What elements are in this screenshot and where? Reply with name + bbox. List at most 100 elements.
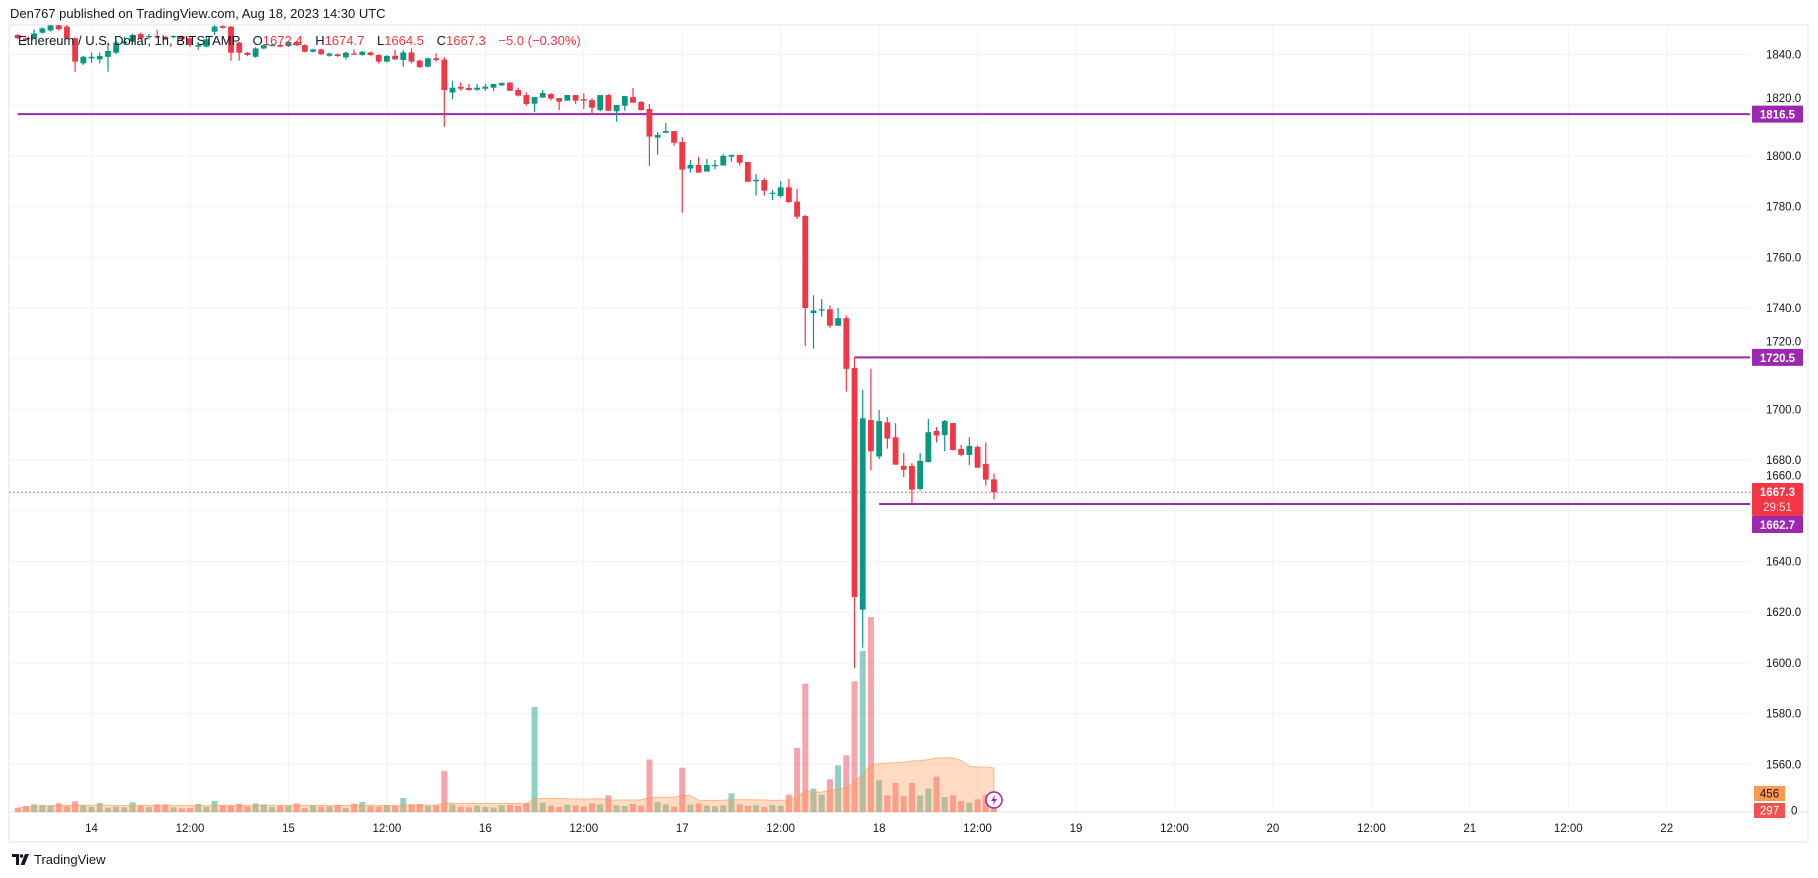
candle-down xyxy=(301,45,308,52)
volume-bar xyxy=(761,807,768,812)
y-tick-label: 1840.0 xyxy=(1766,50,1801,62)
candle-down xyxy=(572,95,579,101)
volume-bar xyxy=(63,806,70,812)
candle-down xyxy=(178,35,185,40)
candle-down xyxy=(219,26,226,28)
y-tick-label: 1560.0 xyxy=(1766,759,1801,771)
volume-bar xyxy=(301,808,308,812)
candle-down xyxy=(277,45,284,47)
change-value: −5.0 (−0.30%) xyxy=(498,33,581,48)
volume-bar xyxy=(753,805,760,812)
volume-bar xyxy=(687,804,694,812)
volume-bar xyxy=(170,807,177,812)
volume-bar xyxy=(310,805,317,812)
candle-up xyxy=(146,35,152,38)
candle-down xyxy=(802,215,809,308)
volume-bar xyxy=(523,803,530,812)
footer-brand[interactable]: TradingView xyxy=(12,852,106,867)
volume-bar xyxy=(80,805,87,812)
volume-bar xyxy=(367,806,374,812)
candle-up xyxy=(121,41,128,44)
y-tick-label: 1720.0 xyxy=(1766,336,1801,348)
candle-down xyxy=(851,368,858,597)
candle-down xyxy=(367,52,374,56)
volume-axis-zero: 0 xyxy=(1791,806,1797,818)
volume-bar xyxy=(802,683,809,812)
candle-down xyxy=(244,52,251,56)
symbol-title[interactable]: Ethereum / U.S. Dollar, 1h, BITSTAMP xyxy=(18,33,241,48)
open-value: 1672.4 xyxy=(262,33,303,48)
volume-bar xyxy=(408,804,415,812)
volume-bar xyxy=(580,806,587,812)
volume-bar xyxy=(630,804,636,812)
x-tick-label: 14 xyxy=(85,823,98,835)
volume-bar xyxy=(588,803,595,812)
candle-up xyxy=(47,25,54,31)
candle-down xyxy=(646,109,653,137)
volume-bar xyxy=(359,802,366,812)
candle-down xyxy=(868,420,874,452)
volume-bar xyxy=(277,805,284,812)
level-price-tag xyxy=(1752,516,1803,533)
candle-up xyxy=(449,87,456,93)
volume-bar xyxy=(728,793,735,812)
candle-up xyxy=(720,155,727,166)
symbol-legend: Ethereum / U.S. Dollar, 1h, BITSTAMP O16… xyxy=(18,33,581,48)
volume-bar xyxy=(449,804,456,812)
volume-bar xyxy=(720,805,727,812)
high-value: 1674.7 xyxy=(324,33,365,48)
candle-down xyxy=(55,25,62,30)
candle-down xyxy=(958,448,965,455)
candle-up xyxy=(777,187,784,196)
candle-up xyxy=(753,179,759,182)
volume-bar xyxy=(178,808,185,812)
volume-bar xyxy=(646,759,653,812)
candle-up xyxy=(31,33,38,39)
volume-bar xyxy=(859,651,866,812)
lightning-icon[interactable] xyxy=(985,791,1003,809)
volume-bar xyxy=(531,707,538,812)
volume-bar xyxy=(564,804,571,812)
volume-bar xyxy=(777,806,784,812)
low-label: L xyxy=(376,33,385,48)
volume-bar xyxy=(917,795,924,812)
candle-up xyxy=(400,52,407,61)
volume-bar xyxy=(867,617,874,812)
chart-frame xyxy=(8,24,1809,843)
volume-bar xyxy=(154,804,161,812)
volume-bar xyxy=(72,801,79,812)
volume-bar xyxy=(695,803,702,812)
published-caption: Den767 published on TradingView.com, Aug… xyxy=(10,6,386,21)
volume-bar xyxy=(712,806,719,812)
volume-bar xyxy=(351,803,358,812)
candle-down xyxy=(744,161,751,182)
candle-down xyxy=(548,94,554,99)
candle-up xyxy=(425,58,431,67)
candle-down xyxy=(630,97,636,103)
volume-bar xyxy=(47,805,54,812)
x-tick-label: 12:00 xyxy=(766,823,795,835)
candle-up xyxy=(39,28,46,33)
candle-up xyxy=(195,45,202,47)
candle-down xyxy=(580,99,587,101)
volume-bar xyxy=(662,804,669,812)
volume-bar xyxy=(31,804,38,812)
volume-bar xyxy=(392,806,399,812)
high-label: H xyxy=(315,33,325,48)
candle-down xyxy=(843,318,850,369)
candle-up xyxy=(531,97,538,104)
candle-down xyxy=(187,38,193,46)
y-tick-label: 1640.0 xyxy=(1766,557,1801,569)
y-tick-label: 1760.0 xyxy=(1766,252,1801,264)
volume-bar xyxy=(908,783,915,812)
x-tick-label: 12:00 xyxy=(372,823,401,835)
volume-bar xyxy=(293,803,300,812)
candle-down xyxy=(433,58,440,61)
candle-up xyxy=(597,95,604,111)
candle-down xyxy=(556,98,563,102)
volume-bar xyxy=(162,804,169,812)
candle-down xyxy=(695,165,702,173)
candle-down xyxy=(351,53,357,55)
volume-bar xyxy=(851,681,858,812)
